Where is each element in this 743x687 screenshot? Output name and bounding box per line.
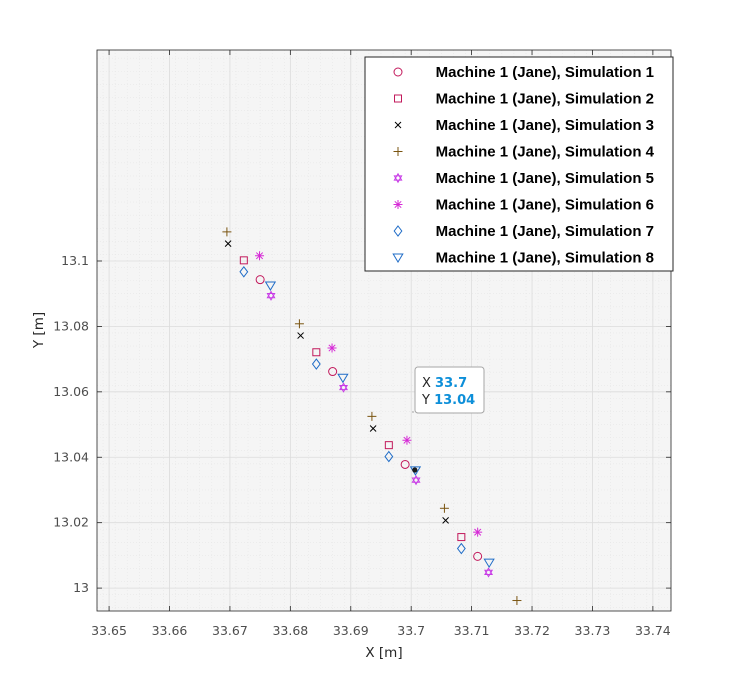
data-point-sim-5[interactable]: [411, 474, 421, 486]
data-point-sim-1[interactable]: [328, 367, 338, 377]
data-point-sim-1[interactable]: [255, 275, 265, 285]
x-tick-label: 33.72: [514, 623, 550, 638]
legend-box: [364, 56, 674, 272]
legend-label-sim-6: Machine 1 (Jane), Simulation 6: [436, 197, 654, 214]
data-point-sim-2[interactable]: [239, 256, 248, 265]
x-axis: 33.65 33.66 33.67 33.68 33.69 33.7 33.71 33.72 3…: [91, 50, 671, 638]
data-point-sim-2[interactable]: [384, 441, 393, 450]
data-point-sim-5[interactable]: [339, 382, 349, 393]
x-tick-label: 33.74: [635, 623, 671, 638]
y-tick-label: 13.08: [53, 318, 89, 333]
x-tick-label: 33.66: [152, 623, 188, 638]
legend-label-sim-8: Machine 1 (Jane), Simulation 8: [436, 250, 654, 267]
data-point-sim-3[interactable]: [297, 332, 304, 339]
data-point-sim-4[interactable]: [439, 503, 449, 513]
data-point-sim-6[interactable]: [255, 251, 265, 261]
legend-label-sim-2: Machine 1 (Jane), Simulation 2: [436, 91, 654, 108]
axes-frame: [96, 49, 672, 612]
data-point-sim-8[interactable]: [337, 373, 349, 384]
legend-label-sim-1: Machine 1 (Jane), Simulation 1: [436, 64, 654, 81]
data-point-sim-7[interactable]: [456, 542, 466, 555]
data-point-sim-3[interactable]: [224, 240, 232, 248]
legend-marker-sim-7[interactable]: [393, 225, 403, 237]
data-markers[interactable]: [222, 227, 522, 606]
data-point-sim-3[interactable]: [369, 425, 377, 432]
x-tick-label: 33.73: [575, 623, 611, 638]
data-point-sim-5[interactable]: [484, 567, 494, 578]
legend-label-sim-3: Machine 1 (Jane), Simulation 3: [436, 117, 654, 134]
data-point-sim-2[interactable]: [312, 348, 321, 357]
legend-marker-sim-1[interactable]: [393, 67, 403, 77]
data-point-sim-4[interactable]: [222, 227, 232, 237]
data-point-sim-7[interactable]: [384, 450, 394, 463]
axes-box: [96, 49, 672, 612]
datatip-point: [412, 467, 418, 473]
data-point-sim-7[interactable]: [311, 358, 321, 370]
svg-text:Y 13.04: Y 13.04: [421, 393, 475, 408]
x-axis-label: X [m]: [365, 645, 402, 661]
legend-label-sim-7: Machine 1 (Jane), Simulation 7: [436, 223, 654, 240]
legend-marker-sim-6[interactable]: [393, 200, 403, 209]
legend-marker-sim-4[interactable]: [393, 147, 403, 156]
x-tick-label: 33.65: [91, 623, 127, 638]
x-tick-label: 33.68: [272, 623, 308, 638]
y-tick-label: 13.04: [53, 449, 89, 464]
data-point-sim-3[interactable]: [442, 517, 449, 524]
y-axis-label: Y [m]: [31, 312, 47, 349]
x-tick-label: 33.71: [454, 623, 490, 638]
data-point-sim-6[interactable]: [473, 527, 483, 537]
data-point-sim-7[interactable]: [239, 265, 249, 278]
data-point-sim-8[interactable]: [264, 281, 277, 291]
data-point-sim-4[interactable]: [512, 596, 522, 606]
legend-marker-sim-3[interactable]: [394, 121, 402, 129]
data-point-sim-2[interactable]: [457, 533, 466, 542]
datatip-box: [414, 366, 485, 414]
datatip-x-value: 33.7: [435, 376, 467, 391]
data-point-sim-4[interactable]: [294, 319, 304, 329]
data-point-sim-1[interactable]: [400, 459, 410, 469]
legend[interactable]: Machine 1 (Jane), Simulation 1 Machine 1 …: [364, 56, 674, 272]
legend-label-sim-5: Machine 1 (Jane), Simulation 5: [436, 170, 654, 187]
data-point-sim-4[interactable]: [367, 411, 377, 421]
datatip-y-value: 13.04: [434, 393, 475, 408]
data-point-sim-6[interactable]: [327, 343, 337, 353]
svg-text:X 33.7: X 33.7: [422, 376, 467, 391]
legend-label-sim-4: Machine 1 (Jane), Simulation 4: [436, 144, 655, 161]
x-tick-label: 33.69: [333, 623, 369, 638]
datatip-x-label: X: [422, 376, 431, 391]
data-point-sim-1[interactable]: [473, 551, 483, 561]
y-tick-label: 13.02: [53, 515, 89, 530]
x-tick-label: 33.7: [397, 623, 425, 638]
legend-marker-sim-5[interactable]: [393, 172, 403, 184]
x-tick-label: 33.67: [212, 623, 248, 638]
data-point-sim-8[interactable]: [483, 558, 495, 569]
y-tick-label: 13.1: [61, 253, 89, 268]
y-axis: 13 13.02 13.04 13.06 13.08 13.1: [53, 253, 671, 595]
legend-marker-sim-8[interactable]: [392, 253, 404, 263]
y-tick-label: 13: [73, 580, 89, 595]
major-grid: [97, 50, 671, 611]
data-point-sim-5[interactable]: [266, 290, 276, 301]
legend-marker-sim-2[interactable]: [394, 94, 402, 103]
datatip-y-label: Y: [421, 393, 430, 408]
y-tick-label: 13.06: [53, 384, 89, 399]
data-point-sim-6[interactable]: [402, 435, 412, 445]
datatip[interactable]: X 33.7 Y 13.04: [412, 366, 485, 473]
